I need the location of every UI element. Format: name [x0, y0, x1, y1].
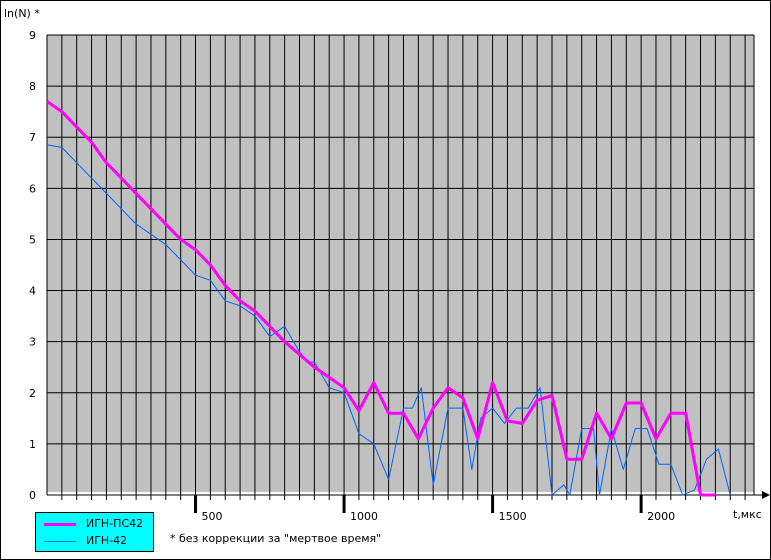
grid-lines: [47, 34, 755, 495]
x-tick-labels: 500 1000 1500 2000: [202, 510, 676, 523]
series-line-2: [46, 144, 731, 496]
y-axis-title: ln(N) *: [4, 7, 40, 20]
y-tick-label: 1: [29, 438, 36, 451]
x-tick-label: 1500: [499, 510, 527, 523]
series-line-1: [46, 100, 716, 497]
y-tick-label: 2: [29, 387, 36, 400]
y-tick-label: 3: [29, 336, 36, 349]
y-tick-label: 0: [29, 489, 36, 502]
legend: ИГН-ПС42 ИГН-42: [35, 512, 154, 552]
y-tick-label: 7: [29, 131, 36, 144]
y-tick-label: 4: [29, 285, 36, 298]
plot-area: [47, 35, 754, 492]
legend-label-series-1: ИГН-ПС42: [86, 517, 144, 530]
legend-label-series-2: ИГН-42: [86, 534, 128, 547]
legend-item-series-1: ИГН-ПС42: [36, 515, 153, 533]
y-tick-label: 5: [29, 233, 36, 246]
legend-swatch-series-2: [44, 541, 76, 542]
y-tick-labels: 0 1 2 3 4 5 6 7 8 9: [29, 29, 36, 502]
x-axis-title: t,мкс: [733, 508, 762, 521]
x-tick-label: 1000: [350, 510, 378, 523]
y-tick-label: 9: [29, 29, 36, 42]
legend-item-series-2: ИГН-42: [36, 532, 153, 550]
x-tick-label: 500: [202, 510, 223, 523]
y-tick-label: 6: [29, 182, 36, 195]
x-major-ticks: [194, 495, 643, 513]
x-axis-arrow: [762, 491, 770, 499]
series-group: [46, 100, 731, 497]
footnote: * без коррекции за "мертвое время": [170, 532, 382, 545]
y-tick-label: 8: [29, 80, 36, 93]
legend-swatch-series-1: [44, 523, 76, 526]
x-tick-label: 2000: [647, 510, 675, 523]
